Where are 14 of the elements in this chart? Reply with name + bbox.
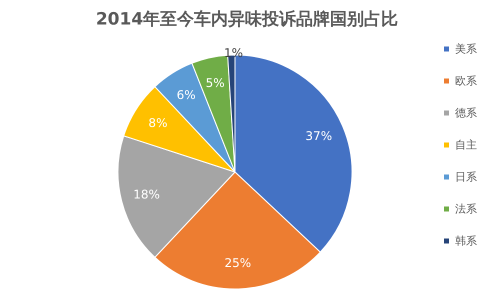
legend-label: 日系	[455, 170, 477, 184]
legend-label: 欧系	[455, 74, 477, 88]
legend-label: 德系	[455, 106, 477, 120]
chart-title: 2014年至今车内异味投诉品牌国别占比	[96, 10, 398, 30]
legend-label: 法系	[455, 202, 477, 216]
legend-label: 自主	[455, 138, 477, 152]
data-label: 6%	[176, 88, 196, 102]
data-label: 25%	[224, 256, 252, 270]
legend-label: 韩系	[455, 234, 477, 248]
data-label: 37%	[305, 128, 332, 143]
data-label: 5%	[206, 76, 225, 90]
legend-label: 美系	[455, 42, 477, 56]
data-label: 8%	[148, 116, 168, 130]
data-label: 18%	[133, 188, 160, 202]
